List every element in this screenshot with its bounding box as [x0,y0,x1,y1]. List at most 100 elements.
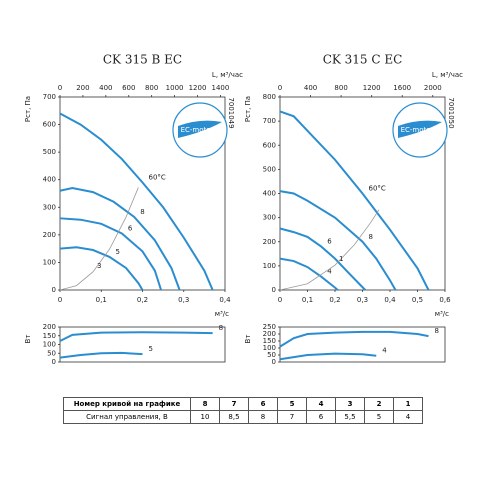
series-label: 8 [369,233,373,241]
x2-tick-label: 800 [334,84,347,92]
annotation: 3 [97,262,101,270]
y-tick-label: 800 [263,93,276,101]
y-tick-label: 0 [272,358,276,366]
signal-table: Номер кривой на графике 8 7 6 5 4 3 2 1 Сигнал уп… [63,397,423,424]
x2-tick-label: 2000 [424,84,442,92]
chart-title: CK 315 B EC [103,53,182,67]
x2-tick-label: 0 [278,84,282,92]
table-cell: 8 [248,410,278,424]
series-line [59,112,214,291]
x2-axis-label: L, м³/час [432,71,463,79]
y-tick-label: 100 [43,341,56,349]
series-label: 8 [435,327,439,335]
y-tick-label: 300 [263,214,276,222]
x-axis-label: м³/с [215,310,229,318]
y-tick-label: 300 [43,203,56,211]
y-tick-label: 100 [263,344,276,352]
chart-title: CK 315 C EC [323,53,403,67]
x2-tick-label: 400 [99,84,112,92]
table-cell: 7 [219,397,249,411]
table-cell: 3 [335,397,365,411]
x-tick-label: 0,1 [302,296,313,304]
y-tick-label: 200 [43,231,56,239]
x2-tick-label: 1000 [166,84,184,92]
y-tick-label: 50 [47,349,56,357]
series-label: 60°C [369,185,386,193]
logo-swoosh [398,120,442,138]
series-line [279,110,430,291]
x-tick-label: 0 [278,296,282,304]
series-line [59,217,163,291]
code: 7001050 [447,97,455,128]
series-label: 6 [128,224,133,232]
x-tick-label: 0,3 [178,296,189,304]
table-row: Сигнал управления, В 10 8,5 8 7 6 5,5 5 4 [63,410,423,424]
series-line [59,246,144,291]
y-tick-label: 250 [263,323,276,331]
series-line [279,257,339,291]
y-tick-label: 600 [43,121,56,129]
y-tick-label: 400 [43,176,56,184]
series-label: 6 [327,238,332,246]
x2-tick-label: 200 [76,84,89,92]
table-cell: 4 [393,410,423,424]
table-cell: 6 [306,410,336,424]
series-line [279,330,429,348]
table-cell: 4 [306,397,336,411]
y-tick-label: 600 [263,141,276,149]
series-line [59,331,213,342]
table-row: Номер кривой на графике 8 7 6 5 4 3 2 1 [63,397,423,411]
y-tick-label: 150 [43,332,56,340]
series-line [279,227,366,291]
y-tick-label: 0 [52,286,56,294]
table-cell: 10 [190,410,220,424]
y-tick-label: 200 [43,323,56,331]
y-tick-label: 700 [43,93,56,101]
table-cell: 5 [364,410,394,424]
y-tick-label: 700 [263,117,276,125]
series-label: 60°C [149,173,166,181]
logo-text: EC-motor [181,126,214,134]
y-tick-label: 150 [263,337,276,345]
y-tick-label: 100 [263,262,276,270]
series-line [59,351,143,359]
y-tick-label: 0 [272,286,276,294]
y-tick-label: 50 [267,351,276,359]
x-tick-label: 0,2 [137,296,148,304]
series-line [279,190,397,291]
series-line [279,209,380,291]
x2-tick-label: 600 [122,84,135,92]
table-cell: 1 [393,397,423,411]
x-tick-label: 0,6 [439,296,451,304]
table-cell: 8,5 [219,410,249,424]
y-tick-label: 200 [263,330,276,338]
table-cell: 6 [248,397,278,411]
series-label: 4 [327,268,332,276]
y-tick-label: 400 [263,190,276,198]
series-label: 4 [382,347,387,355]
code: 7001049 [227,97,235,128]
x2-tick-label: 400 [304,84,317,92]
series-line [59,186,181,291]
y-axis-label: Вт [244,335,252,344]
x2-tick-label: 0 [58,84,62,92]
y-axis-label: Pст, Па [244,96,252,122]
logo-swoosh [178,120,222,138]
logo-text: EC-motor [401,126,434,134]
table-cell: 2 [364,397,394,411]
x-tick-label: 0,1 [96,296,107,304]
x-tick-label: 0,3 [357,296,368,304]
table-cell: Номер кривой на графике [63,397,191,411]
x-tick-label: 0 [58,296,62,304]
x-tick-label: 0,4 [384,296,396,304]
x-axis-label: м³/с [435,310,449,318]
x2-tick-label: 1600 [393,84,411,92]
table-cell: 5 [277,397,307,411]
table-cell: 7 [277,410,307,424]
series-label: 8 [140,208,144,216]
series-line [279,352,377,361]
y-tick-label: 500 [263,165,276,173]
y-axis-label: Pст, Па [24,96,32,122]
